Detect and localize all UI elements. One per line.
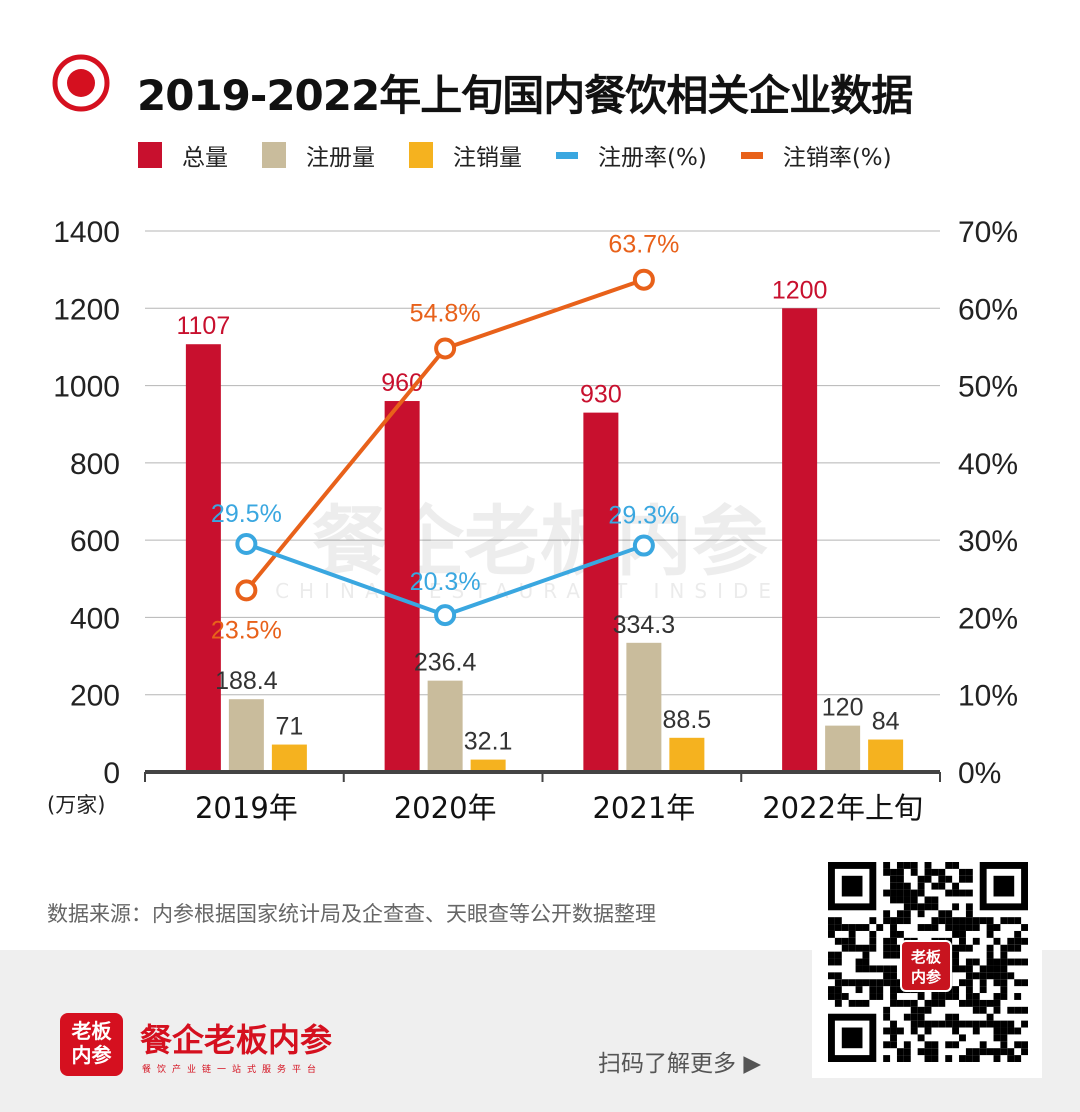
scan-prompt[interactable]: 扫码了解更多 ▶ [598, 1044, 761, 1078]
y-tick-label: 1400 [53, 216, 120, 249]
legend-item-cancelled: 注销量 [409, 138, 522, 172]
legend-label: 注销量 [453, 145, 522, 171]
bar-data-label: 71 [275, 713, 303, 741]
bar-data-label: 236.4 [414, 649, 477, 677]
line-point [235, 579, 258, 602]
y-tick-label: 1200 [53, 293, 120, 326]
legend-label: 注册量 [306, 145, 375, 171]
x-tick-label: 2022年上旬 [762, 791, 923, 825]
legend-swatch [740, 151, 763, 159]
qr-badge: 老板内参 [900, 940, 952, 992]
logo-text: 老板内参 [71, 1019, 112, 1067]
bar-data-label: 930 [580, 381, 622, 409]
line-data-label: 54.8% [410, 299, 481, 327]
y-tick-label: 0 [103, 757, 120, 790]
legend-label: 注册率(%) [598, 145, 707, 171]
y2-tick-label: 30% [958, 525, 1018, 558]
combo-chart: 0 200 400 600 800 1000 1200 1400 0% 10% 20% 30% 40% 5… [47, 216, 1018, 825]
line-data-label: 63.7% [608, 231, 679, 259]
legend-label: 注销率(%) [782, 145, 892, 171]
legend-item-reg-rate: 注册率(%) [556, 138, 707, 172]
y2-tick-label: 70% [958, 216, 1018, 249]
bar-data-label: 1107 [176, 312, 230, 340]
x-tick-label: 2021年 [592, 791, 695, 825]
bar-total [583, 412, 619, 772]
legend-swatch [556, 151, 578, 159]
bar-cancelled [868, 739, 904, 772]
legend-item-cancel-rate: 注销率(%) [740, 138, 892, 172]
bar-data-label: 1200 [772, 276, 828, 304]
legend-swatch [409, 142, 433, 168]
line-point [632, 268, 655, 291]
bar-registered [626, 642, 662, 772]
y-tick-label: 600 [70, 525, 120, 558]
legend-item-registered: 注册量 [262, 138, 375, 172]
y-tick-label: 1000 [53, 371, 120, 404]
y2-tick-label: 0% [958, 757, 1001, 790]
y2-tick-label: 50% [958, 371, 1018, 404]
y2-tick-label: 40% [958, 448, 1018, 481]
legend-item-total: 总量 [138, 138, 228, 172]
line-point [632, 534, 655, 557]
bar-cancelled [470, 759, 506, 772]
bar-registered [825, 725, 861, 772]
brand-name: 餐企老板内参 [140, 1021, 333, 1059]
chevron-right-icon: ▶ [743, 1051, 762, 1077]
y-tick-label: 800 [70, 448, 120, 481]
bar-total [185, 344, 221, 772]
bar-registered [427, 680, 463, 772]
y2-tick-label: 20% [958, 602, 1018, 635]
y-axis-unit: (万家) [47, 793, 105, 817]
chart-title: 2019-2022年上旬国内餐饮相关企业数据 [137, 71, 913, 120]
bar-cancelled [271, 744, 307, 772]
bar-data-label: 84 [872, 708, 900, 736]
brand-logo: 老板内参 [60, 1013, 123, 1076]
qr-badge-text: 老板内参 [910, 948, 941, 986]
bar-data-label: 334.3 [613, 611, 676, 639]
line-point [434, 337, 457, 360]
bar-data-label: 88.5 [663, 706, 712, 734]
source-note: 数据来源：内参根据国家统计局及企查查、天眼查等公开数据整理 [47, 902, 656, 926]
line-data-label: 29.3% [608, 502, 679, 530]
y-tick-label: 200 [70, 680, 120, 713]
x-tick-label: 2020年 [394, 791, 497, 825]
brand-tagline: 餐饮产业链一站式服务平台 [142, 1065, 323, 1075]
y2-tick-label: 10% [958, 680, 1018, 713]
scan-text: 扫码了解更多 [598, 1051, 736, 1077]
line-point [434, 604, 457, 627]
line-data-label: 20.3% [410, 568, 481, 596]
x-tick-label: 2019年 [195, 791, 298, 825]
y-tick-label: 400 [70, 602, 120, 635]
bar-total [782, 308, 818, 772]
bar-registered [228, 699, 264, 772]
bar-data-label: 32.1 [464, 728, 513, 756]
legend-label: 总量 [182, 145, 228, 171]
bar-data-label: 120 [822, 694, 864, 722]
legend-swatch [262, 142, 286, 168]
line-data-label: 29.5% [211, 500, 282, 528]
bar-total [384, 401, 420, 772]
target-icon [52, 54, 110, 112]
legend-swatch [138, 142, 162, 168]
y2-tick-label: 60% [958, 293, 1018, 326]
line-data-label: 23.5% [211, 616, 282, 644]
bar-data-label: 188.4 [215, 667, 278, 695]
line-point [235, 533, 258, 556]
legend: 总量 注册量 注销量 注册率(%) 注销率(%) [138, 138, 926, 172]
bar-cancelled [669, 737, 705, 772]
watermark: 餐企老板内参 [312, 497, 768, 586]
